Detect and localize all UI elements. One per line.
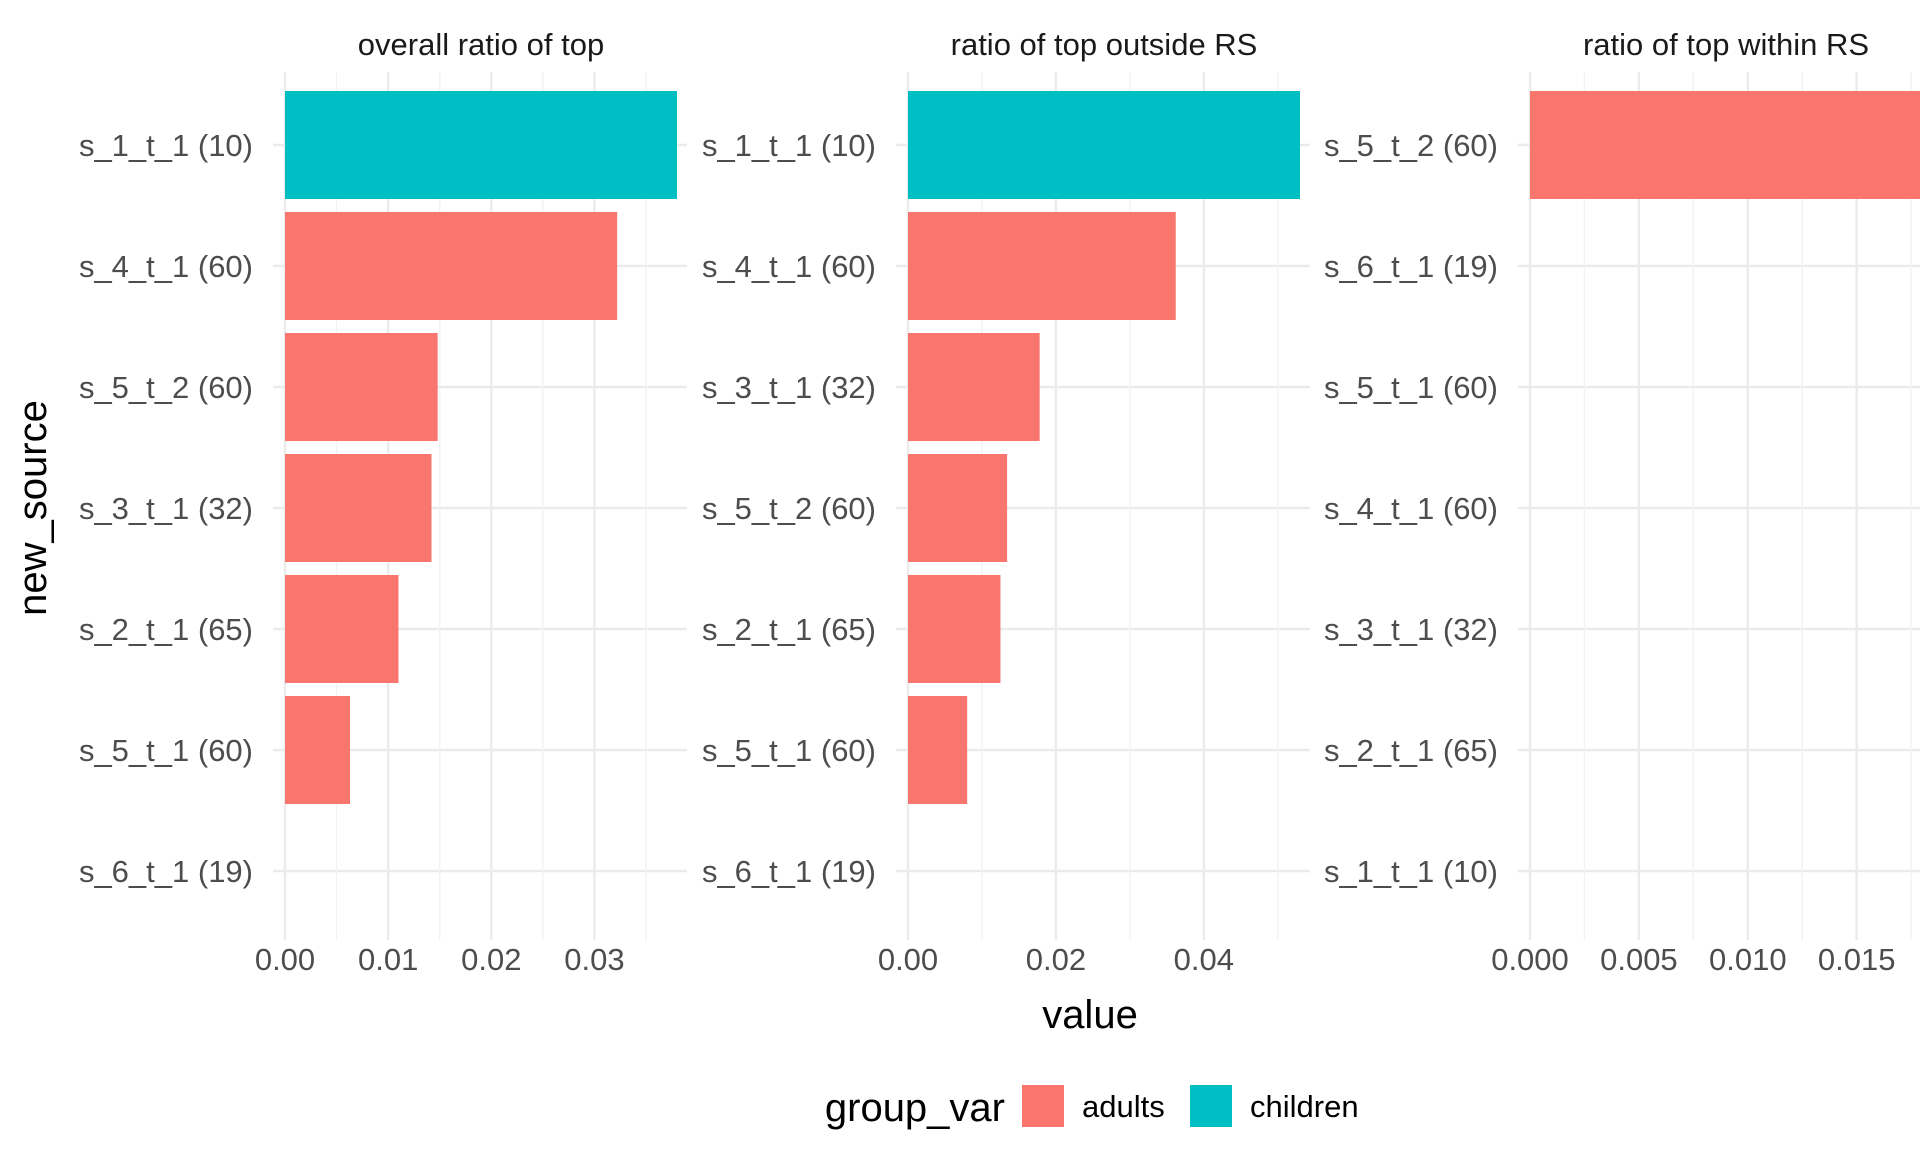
- bar: [908, 212, 1176, 320]
- y-tick-label: s_1_t_1 (10): [702, 128, 876, 163]
- x-tick-label: 0.00: [255, 942, 315, 977]
- y-tick-label: s_3_t_1 (32): [702, 370, 876, 405]
- facet-title: overall ratio of top: [358, 27, 604, 62]
- y-tick-label: s_4_t_1 (60): [702, 249, 876, 284]
- bar: [285, 696, 350, 804]
- facet-title: ratio of top outside RS: [951, 27, 1258, 62]
- legend-label-children: children: [1250, 1089, 1359, 1124]
- legend-title: group_var: [825, 1086, 1005, 1130]
- y-tick-label: s_6_t_1 (19): [1324, 249, 1498, 284]
- bar: [908, 696, 968, 804]
- x-tick-label: 0.015: [1818, 942, 1896, 977]
- y-tick-label: s_5_t_1 (60): [702, 733, 876, 768]
- bar: [285, 575, 399, 683]
- bar: [285, 333, 438, 441]
- x-tick-label: 0.04: [1174, 942, 1234, 977]
- y-tick-label: s_3_t_1 (32): [1324, 612, 1498, 647]
- x-tick-label: 0.000: [1491, 942, 1569, 977]
- x-tick-label: 0.03: [564, 942, 624, 977]
- x-tick-label: 0.00: [878, 942, 938, 977]
- y-tick-label: s_4_t_1 (60): [79, 249, 253, 284]
- legend-label-adults: adults: [1082, 1089, 1165, 1124]
- legend-key-children: [1190, 1085, 1232, 1127]
- bar: [285, 91, 677, 199]
- y-tick-label: s_1_t_1 (10): [79, 128, 253, 163]
- y-axis-title: new_source: [11, 400, 55, 616]
- facet-title: ratio of top within RS: [1583, 27, 1869, 62]
- y-tick-label: s_2_t_1 (65): [1324, 733, 1498, 768]
- bar: [908, 333, 1040, 441]
- bar: [908, 454, 1008, 562]
- y-tick-label: s_5_t_2 (60): [79, 370, 253, 405]
- x-tick-label: 0.02: [461, 942, 521, 977]
- y-tick-label: s_5_t_2 (60): [1324, 128, 1498, 163]
- y-tick-label: s_6_t_1 (19): [79, 854, 253, 889]
- y-tick-label: s_5_t_1 (60): [1324, 370, 1498, 405]
- x-tick-label: 0.02: [1026, 942, 1086, 977]
- y-tick-label: s_2_t_1 (65): [79, 612, 253, 647]
- y-tick-label: s_4_t_1 (60): [1324, 491, 1498, 526]
- y-tick-label: s_2_t_1 (65): [702, 612, 876, 647]
- bar: [908, 575, 1001, 683]
- y-tick-label: s_6_t_1 (19): [702, 854, 876, 889]
- bar: [285, 212, 618, 320]
- y-tick-label: s_3_t_1 (32): [79, 491, 253, 526]
- x-tick-label: 0.005: [1600, 942, 1678, 977]
- bar: [908, 91, 1300, 199]
- y-tick-label: s_5_t_2 (60): [702, 491, 876, 526]
- legend-key-adults: [1022, 1085, 1064, 1127]
- bar: [1530, 91, 1920, 199]
- x-tick-label: 0.010: [1709, 942, 1787, 977]
- x-tick-label: 0.01: [358, 942, 418, 977]
- y-tick-label: s_5_t_1 (60): [79, 733, 253, 768]
- x-axis-title: value: [1042, 993, 1138, 1037]
- y-tick-label: s_1_t_1 (10): [1324, 854, 1498, 889]
- bar: [285, 454, 432, 562]
